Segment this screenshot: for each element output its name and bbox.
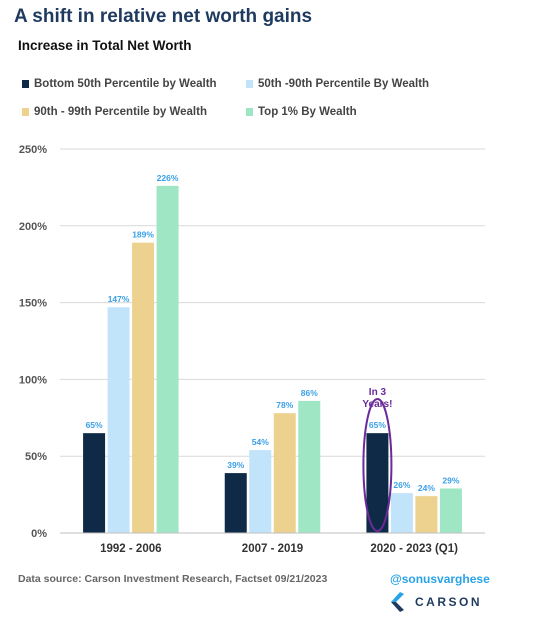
bar bbox=[107, 307, 130, 533]
bar-value-label: 78% bbox=[276, 400, 293, 410]
data-source-note: Data source: Carson Investment Research,… bbox=[18, 573, 328, 585]
legend-item-top-1: Top 1% By Wealth bbox=[246, 106, 357, 118]
legend-item-90-99: 90th - 99th Percentile by Wealth bbox=[22, 106, 207, 118]
bar-value-label: 39% bbox=[227, 460, 244, 470]
legend-item-50-90: 50th -90th Percentile By Wealth bbox=[246, 78, 429, 90]
legend-label-top-1: Top 1% By Wealth bbox=[258, 106, 357, 118]
bar bbox=[132, 242, 155, 534]
bar bbox=[83, 433, 106, 533]
bar bbox=[273, 413, 296, 533]
y-tick-label: 200% bbox=[19, 221, 47, 233]
y-tick-label: 150% bbox=[19, 298, 47, 310]
bar-value-label: 86% bbox=[301, 388, 318, 398]
legend-label-bottom-50: Bottom 50th Percentile by Wealth bbox=[34, 78, 217, 90]
bar-value-label: 54% bbox=[252, 437, 269, 447]
annotation-ellipse bbox=[362, 398, 393, 532]
bar-value-label: 65% bbox=[86, 420, 103, 430]
bar bbox=[249, 450, 272, 533]
chart-subtitle: Increase in Total Net Worth bbox=[18, 38, 192, 53]
y-tick-label: 50% bbox=[25, 451, 47, 463]
x-tick-label: 1992 - 2006 bbox=[100, 543, 161, 555]
carson-logo: CARSON bbox=[391, 592, 482, 612]
bar-value-label: 147% bbox=[108, 294, 130, 304]
carson-logo-text: CARSON bbox=[415, 595, 483, 609]
annotation-text: Years! bbox=[362, 399, 392, 410]
bar-value-label: 65% bbox=[369, 420, 386, 430]
bar bbox=[415, 496, 438, 533]
bar-value-label: 26% bbox=[393, 480, 410, 490]
bar-value-label: 29% bbox=[442, 475, 459, 485]
carson-logo-icon bbox=[391, 592, 404, 612]
legend-swatch-50-90 bbox=[246, 80, 253, 88]
bar bbox=[224, 473, 247, 533]
legend-swatch-top-1 bbox=[246, 108, 253, 116]
legend-label-50-90: 50th -90th Percentile By Wealth bbox=[258, 78, 430, 90]
legend-item-bottom-50: Bottom 50th Percentile by Wealth bbox=[22, 78, 217, 90]
y-tick-label: 100% bbox=[19, 374, 47, 386]
y-tick-label: 250% bbox=[19, 144, 47, 156]
legend-label-90-99: 90th - 99th Percentile by Wealth bbox=[34, 106, 207, 118]
bar bbox=[298, 400, 321, 533]
bar bbox=[156, 185, 179, 533]
y-tick-label: 0% bbox=[31, 528, 47, 540]
chart-title: A shift in relative net worth gains bbox=[14, 6, 313, 27]
bar-chart: 0% 50% 100% 150% 200% 250% 65% 147% 189% 226% 1992… bbox=[19, 144, 485, 555]
bar-value-label: 24% bbox=[418, 483, 435, 493]
legend-swatch-90-99 bbox=[22, 108, 29, 116]
annotation-text: In 3 bbox=[369, 387, 387, 398]
author-handle[interactable]: @sonusvarghese bbox=[390, 572, 490, 586]
bar-value-label: 226% bbox=[157, 173, 179, 183]
x-tick-label: 2020 - 2023 (Q1) bbox=[370, 543, 458, 555]
bar bbox=[366, 433, 389, 533]
bar bbox=[390, 493, 413, 533]
legend-swatch-bottom-50 bbox=[22, 80, 29, 88]
bar bbox=[439, 488, 462, 533]
bar-value-label: 189% bbox=[132, 230, 154, 240]
x-tick-label: 2007 - 2019 bbox=[242, 543, 303, 555]
